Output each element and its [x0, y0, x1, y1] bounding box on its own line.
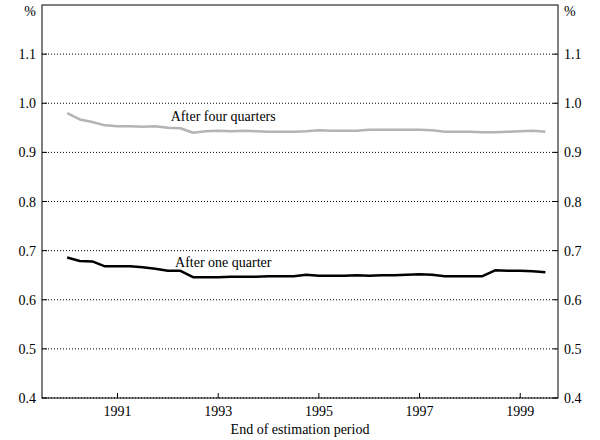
y-unit-label: % [564, 4, 576, 19]
y-tick-label: 1.0 [19, 96, 37, 111]
plot-frame [42, 5, 558, 398]
grid-line [42, 201, 558, 202]
y-tick-label: 1.1 [19, 47, 37, 62]
y-tick [553, 299, 558, 300]
y-tick-label: 1.1 [564, 47, 582, 62]
y-tick [553, 250, 558, 251]
grid-line [42, 250, 558, 251]
y-tick-label: 0.4 [564, 391, 582, 406]
y-tick-label: 0.8 [564, 195, 582, 210]
y-tick-label: 0.9 [19, 145, 37, 160]
y-tick-label: 0.5 [19, 342, 37, 357]
x-tick [117, 393, 118, 398]
y-tick-label: 0.6 [19, 293, 37, 308]
y-tick-label: 0.5 [564, 342, 582, 357]
y-tick [42, 299, 47, 300]
y-tick-label: 0.6 [564, 293, 582, 308]
x-tick-label: 1993 [204, 404, 232, 419]
x-tick [318, 393, 319, 398]
y-tick [42, 103, 47, 104]
x-tick [419, 393, 420, 398]
y-tick-label: 1.0 [564, 96, 582, 111]
x-axis-label: End of estimation period [231, 422, 370, 437]
series-label: After four quarters [171, 109, 276, 124]
grid-line [42, 299, 558, 300]
grid-line [42, 103, 558, 104]
x-tick-label: 1995 [305, 404, 333, 419]
y-tick [553, 348, 558, 349]
plot-area [67, 113, 545, 277]
y-tick [553, 103, 558, 104]
grid-line [42, 348, 558, 349]
y-tick-label: 0.8 [19, 195, 37, 210]
y-tick [42, 250, 47, 251]
x-tick-label: 1999 [506, 404, 534, 419]
y-tick [42, 348, 47, 349]
series-label: After one quarter [175, 255, 272, 270]
y-tick [553, 152, 558, 153]
y-tick [42, 201, 47, 202]
y-tick-label: 0.4 [19, 391, 37, 406]
y-unit-label: % [24, 4, 36, 19]
x-tick [520, 393, 521, 398]
y-tick-label: 0.7 [564, 244, 582, 259]
y-tick [553, 54, 558, 55]
grid-line [42, 152, 558, 153]
y-tick-label: 0.9 [564, 145, 582, 160]
series-line [67, 258, 545, 278]
y-tick [553, 201, 558, 202]
y-tick [42, 152, 47, 153]
x-tick-label: 1997 [406, 404, 434, 419]
chart: 0.4 0.4 0.5 0.5 0.6 0.6 0.7 0.7 0.8 0.8 0.9 0.9 1.0 1… [0, 0, 600, 440]
y-tick-label: 0.7 [19, 244, 37, 259]
x-tick-label: 1991 [104, 404, 132, 419]
y-tick [42, 54, 47, 55]
grid-line [42, 54, 558, 55]
series-line [67, 113, 545, 133]
x-tick [218, 393, 219, 398]
